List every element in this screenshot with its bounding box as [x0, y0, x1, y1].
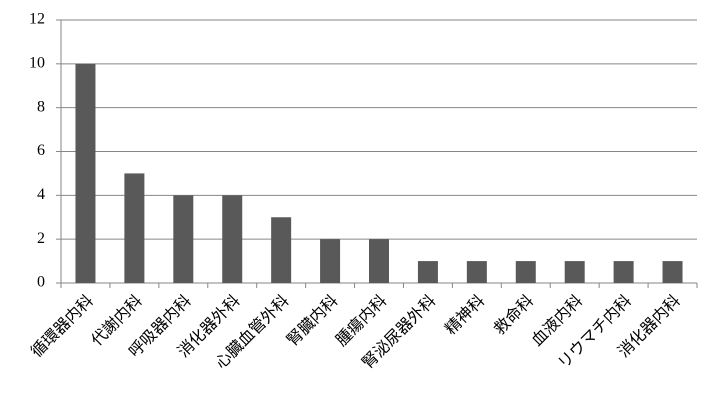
y-tick-label: 12	[29, 11, 45, 28]
bar	[369, 239, 389, 283]
bar	[271, 217, 292, 283]
y-tick-label: 6	[37, 142, 45, 159]
bar	[124, 173, 145, 283]
bar	[75, 63, 96, 284]
bar	[222, 195, 243, 283]
x-tick-label: 救命科	[491, 292, 538, 339]
y-tick-label: 10	[29, 55, 45, 72]
bar	[466, 261, 487, 283]
bar	[662, 261, 683, 283]
y-tick-label: 2	[37, 230, 45, 247]
x-tick-label: 腎臓内科	[284, 292, 342, 350]
x-tick-label: 精神科	[442, 292, 489, 339]
bar	[320, 239, 341, 283]
x-tick-label: 循環器内科	[28, 292, 97, 361]
bar	[613, 261, 634, 283]
y-tick-label: 8	[37, 98, 45, 115]
bar	[564, 261, 585, 283]
bar	[515, 261, 536, 283]
bar	[173, 195, 194, 283]
y-tick-label: 4	[37, 186, 45, 203]
bar	[417, 261, 438, 283]
y-tick-label: 0	[37, 274, 45, 291]
